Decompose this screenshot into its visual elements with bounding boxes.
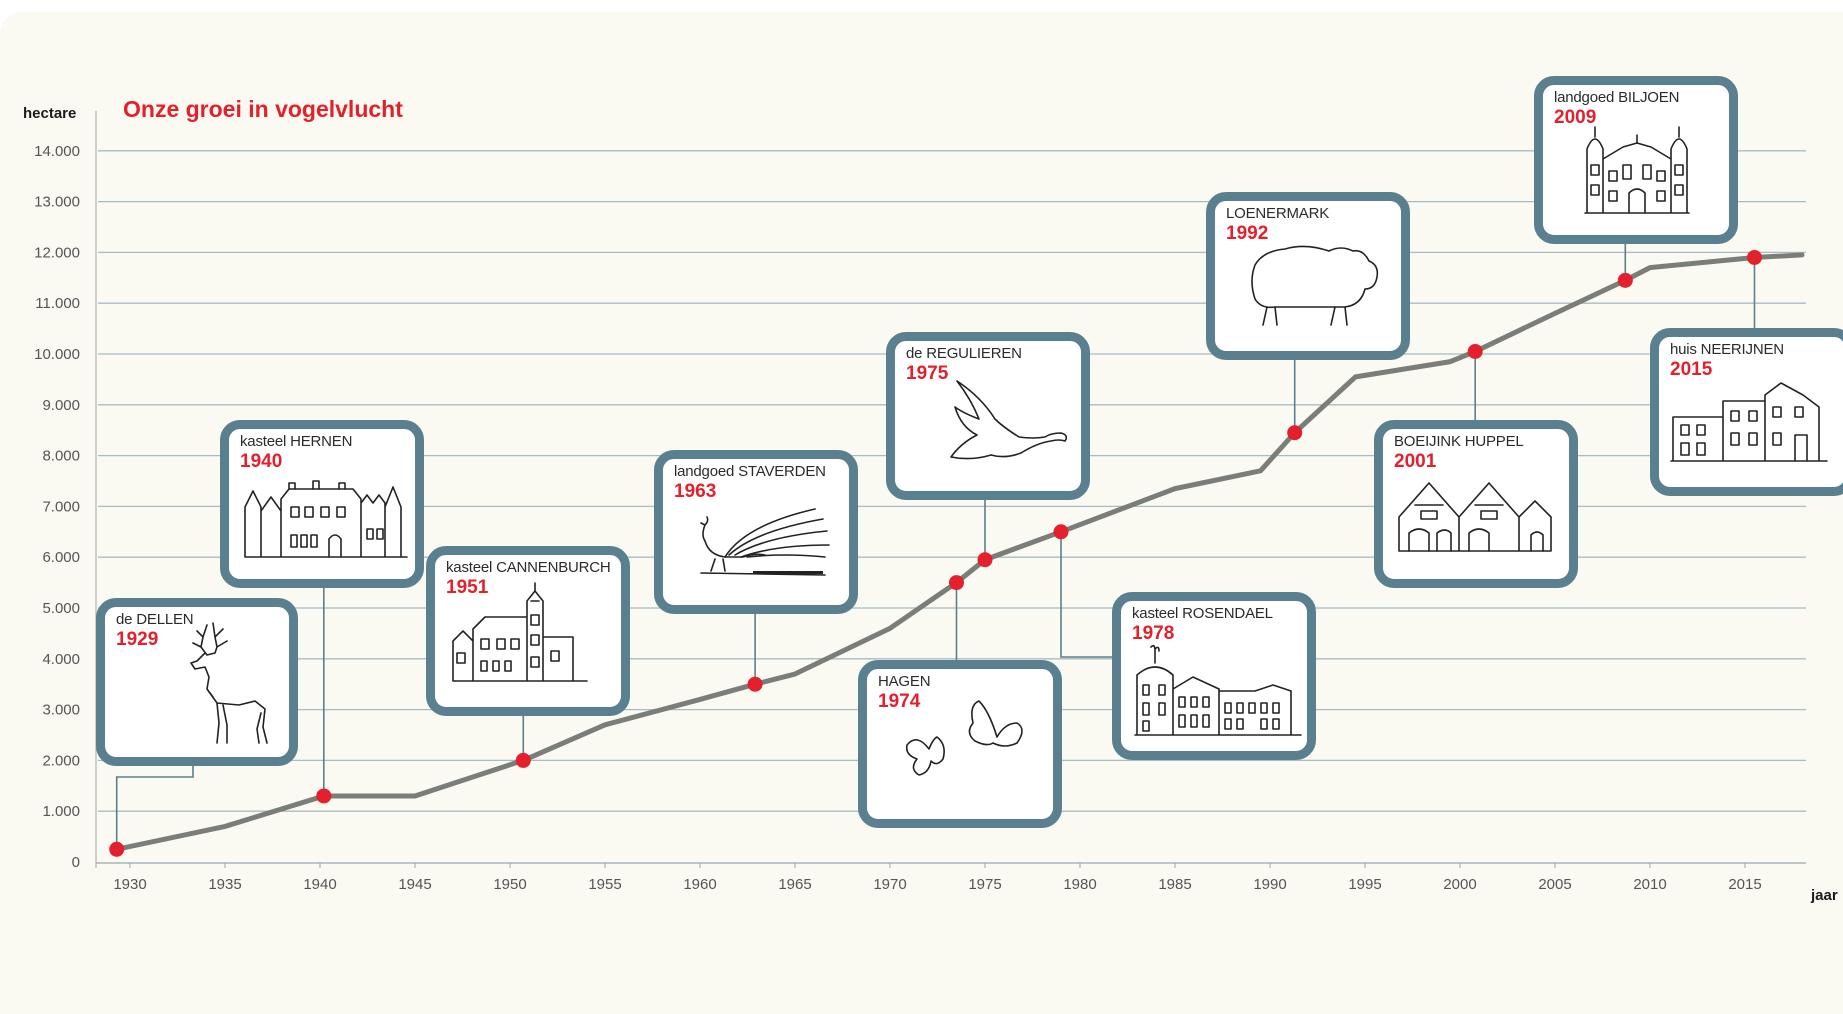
- milestone-name: landgoed STAVERDEN: [674, 463, 826, 480]
- chart-title: Onze groei in vogelvlucht: [123, 96, 403, 122]
- milestone-card-staverden: landgoed STAVERDEN 1963: [654, 450, 858, 614]
- x-tick-label: 1945: [398, 876, 431, 893]
- milestone-year: 2001: [1394, 451, 1437, 472]
- deer-icon: [177, 617, 277, 747]
- milestone-year: 1929: [116, 629, 159, 650]
- x-tick-label: 1990: [1253, 876, 1286, 893]
- house-icon: [1669, 377, 1829, 463]
- y-tick-label: 9.000: [42, 397, 80, 414]
- milestone-card-cannenburch: kasteel CANNENBURCH 1951: [426, 546, 630, 716]
- manor-icon: [1583, 123, 1693, 215]
- x-tick-label: 2000: [1443, 876, 1476, 893]
- y-tick-label: 10.000: [34, 346, 80, 363]
- milestone-year: 1951: [446, 577, 489, 598]
- milestone-year: 1974: [878, 691, 921, 712]
- milestone-card-loenermark: LOENERMARK 1992: [1206, 192, 1410, 360]
- y-axis-label: hectare: [23, 105, 77, 122]
- data-point: [747, 676, 763, 692]
- x-tick-label: 2015: [1728, 876, 1761, 893]
- milestone-name: landgoed BILJOEN: [1554, 89, 1680, 106]
- milestone-card-boeijink-huppel: BOEIJINK HUPPEL 2001: [1374, 420, 1578, 588]
- data-point: [1467, 343, 1483, 359]
- data-point: [1617, 272, 1633, 288]
- milestone-year: 2015: [1670, 359, 1713, 380]
- x-tick-label: 1950: [493, 876, 526, 893]
- milestone-year: 1975: [906, 363, 949, 384]
- peacock-icon: [695, 505, 835, 579]
- milestone-name: LOENERMARK: [1226, 205, 1330, 222]
- x-tick-label: 1975: [968, 876, 1001, 893]
- y-tick-label: 7.000: [42, 498, 80, 515]
- milestone-card-hernen: kasteel HERNEN 1940: [220, 420, 424, 588]
- x-tick-label: 2010: [1633, 876, 1666, 893]
- data-point: [109, 841, 125, 857]
- y-tick-label: 5.000: [42, 600, 80, 617]
- data-point: [1287, 425, 1303, 441]
- x-tick-label: 1965: [778, 876, 811, 893]
- milestone-year: 1992: [1226, 223, 1269, 244]
- x-tick-label: 1940: [303, 876, 336, 893]
- x-tick-label: 1955: [588, 876, 621, 893]
- butterfly-icon: [889, 689, 1039, 779]
- x-tick-label: 1970: [873, 876, 906, 893]
- data-point: [316, 788, 332, 804]
- milestone-card-biljoen: landgoed BILJOEN 2009: [1534, 76, 1738, 244]
- milestone-card-regulieren: de REGULIEREN 1975: [886, 332, 1090, 500]
- milestone-name: BOEIJINK HUPPEL: [1394, 433, 1524, 450]
- farmhouse-icon: [1395, 477, 1555, 553]
- milestone-name: HAGEN: [878, 673, 931, 690]
- y-tick-label: 12.000: [34, 244, 80, 261]
- x-tick-label: 1935: [208, 876, 241, 893]
- x-tick-label: 2005: [1538, 876, 1571, 893]
- milestone-name: kasteel ROSENDAEL: [1132, 605, 1273, 622]
- y-tick-label: 1.000: [42, 803, 80, 820]
- milestone-year: 2009: [1554, 107, 1597, 128]
- milestone-card-neerijnen: huis NEERIJNEN 2015: [1650, 328, 1843, 496]
- x-tick-label: 1960: [683, 876, 716, 893]
- data-point: [515, 752, 531, 768]
- x-tick-label: 1930: [113, 876, 146, 893]
- milestone-name: kasteel CANNENBURCH: [446, 559, 611, 576]
- milestone-year: 1978: [1132, 623, 1175, 644]
- data-point: [1747, 249, 1762, 265]
- goose-icon: [941, 379, 1081, 469]
- milestone-year: 1940: [240, 451, 283, 472]
- y-tick-label: 6.000: [42, 549, 80, 566]
- leader-line: [1060, 531, 1118, 658]
- x-tick-label: 1995: [1348, 876, 1381, 893]
- x-axis-label: jaar: [1811, 887, 1838, 904]
- milestone-card-rosendael: kasteel ROSENDAEL 1978: [1112, 592, 1316, 760]
- y-tick-label: 0: [72, 854, 80, 871]
- y-tick-label: 13.000: [34, 194, 80, 211]
- y-tick-label: 8.000: [42, 448, 80, 465]
- data-point: [949, 575, 964, 591]
- y-tick-label: 4.000: [42, 651, 80, 668]
- chart-canvas: 0 1.000 2.000 3.000 4.000 5.000 6.000 7.000 8.00…: [0, 12, 1843, 1014]
- milestone-name: huis NEERIJNEN: [1670, 341, 1784, 358]
- sheep-icon: [1245, 241, 1395, 327]
- y-tick-label: 2.000: [42, 752, 80, 769]
- data-point: [1053, 524, 1069, 540]
- milestone-card-hagen: HAGEN 1974: [858, 660, 1062, 828]
- milestone-name: kasteel HERNEN: [240, 433, 353, 450]
- y-tick-label: 3.000: [42, 702, 80, 719]
- milestone-card-dellen: de DELLEN 1929: [96, 598, 298, 766]
- milestone-year: 1963: [674, 481, 717, 502]
- x-tick-label: 1980: [1063, 876, 1096, 893]
- palace-icon: [1133, 639, 1303, 737]
- castle-tower-icon: [451, 581, 591, 683]
- x-tick-label: 1985: [1158, 876, 1191, 893]
- series-line: [114, 252, 1805, 852]
- castle-icon: [243, 477, 408, 561]
- data-point: [977, 552, 993, 568]
- y-tick-label: 14.000: [34, 143, 80, 160]
- leader-line: [115, 756, 194, 850]
- y-tick-label: 11.000: [35, 295, 80, 312]
- milestone-name: de DELLEN: [116, 611, 194, 628]
- milestone-name: de REGULIEREN: [906, 345, 1022, 362]
